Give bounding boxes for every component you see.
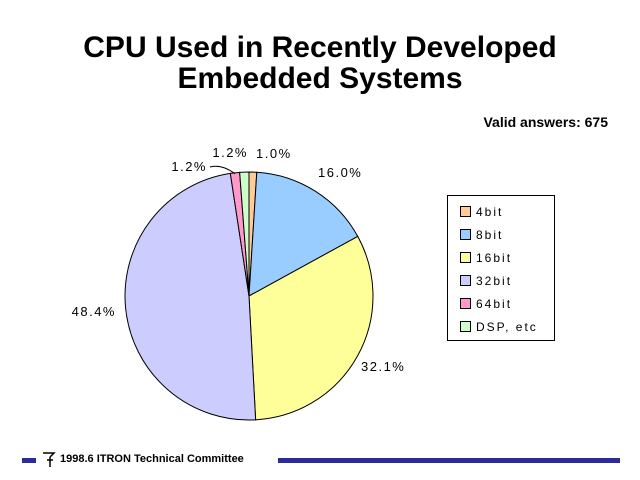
leader-line-64bit: [209, 165, 236, 175]
legend-label: 4bit: [476, 205, 504, 219]
legend-swatch: [460, 275, 471, 286]
legend-swatch: [460, 252, 471, 263]
legend-item-dsp-etc: DSP, etc: [460, 320, 538, 334]
legend-swatch: [460, 298, 471, 309]
pie-slice-8bit: [248, 171, 359, 297]
slice-label-dsp-etc: 1.2%: [212, 145, 248, 160]
legend-swatch: [460, 206, 471, 217]
slice-label-64bit: 1.2%: [171, 159, 207, 174]
legend-item-8bit: 8bit: [460, 228, 503, 242]
legend-item-32bit: 32bit: [460, 274, 512, 288]
chart-title: CPU Used in Recently Developed Embedded …: [0, 32, 640, 94]
footer-bar-right: [278, 458, 620, 463]
legend-swatch: [460, 321, 471, 332]
footer-credit: 1998.6 ITRON Technical Committee: [60, 453, 244, 465]
legend-label: 16bit: [476, 251, 513, 265]
legend-label: 64bit: [476, 297, 513, 311]
slice-label-4bit: 1.0%: [256, 146, 292, 161]
title-line-1: CPU Used in Recently Developed: [83, 31, 557, 64]
itron-logo-icon: [43, 452, 56, 467]
pie-slice-16bit: [248, 235, 374, 421]
title-line-2: Embedded Systems: [177, 62, 463, 95]
pie-slice-32bit: [124, 172, 257, 421]
slice-label-16bit: 32.1%: [361, 359, 405, 374]
legend-item-4bit: 4bit: [460, 205, 503, 219]
slice-label-32bit: 48.4%: [72, 304, 116, 319]
legend-swatch: [460, 229, 471, 240]
valid-answers-count: Valid answers: 675: [483, 114, 608, 130]
slice-label-8bit: 16.0%: [318, 165, 362, 180]
footer-bar-left: [22, 458, 36, 463]
legend-item-16bit: 16bit: [460, 251, 512, 265]
legend-label: 32bit: [476, 274, 513, 288]
legend-item-64bit: 64bit: [460, 297, 512, 311]
legend-label: 8bit: [476, 228, 504, 242]
legend: 4bit 8bit 16bit 32bit 64bit DSP, etc: [447, 195, 555, 341]
pie-slice-dsp-etc: [239, 171, 250, 297]
legend-label: DSP, etc: [476, 320, 538, 334]
